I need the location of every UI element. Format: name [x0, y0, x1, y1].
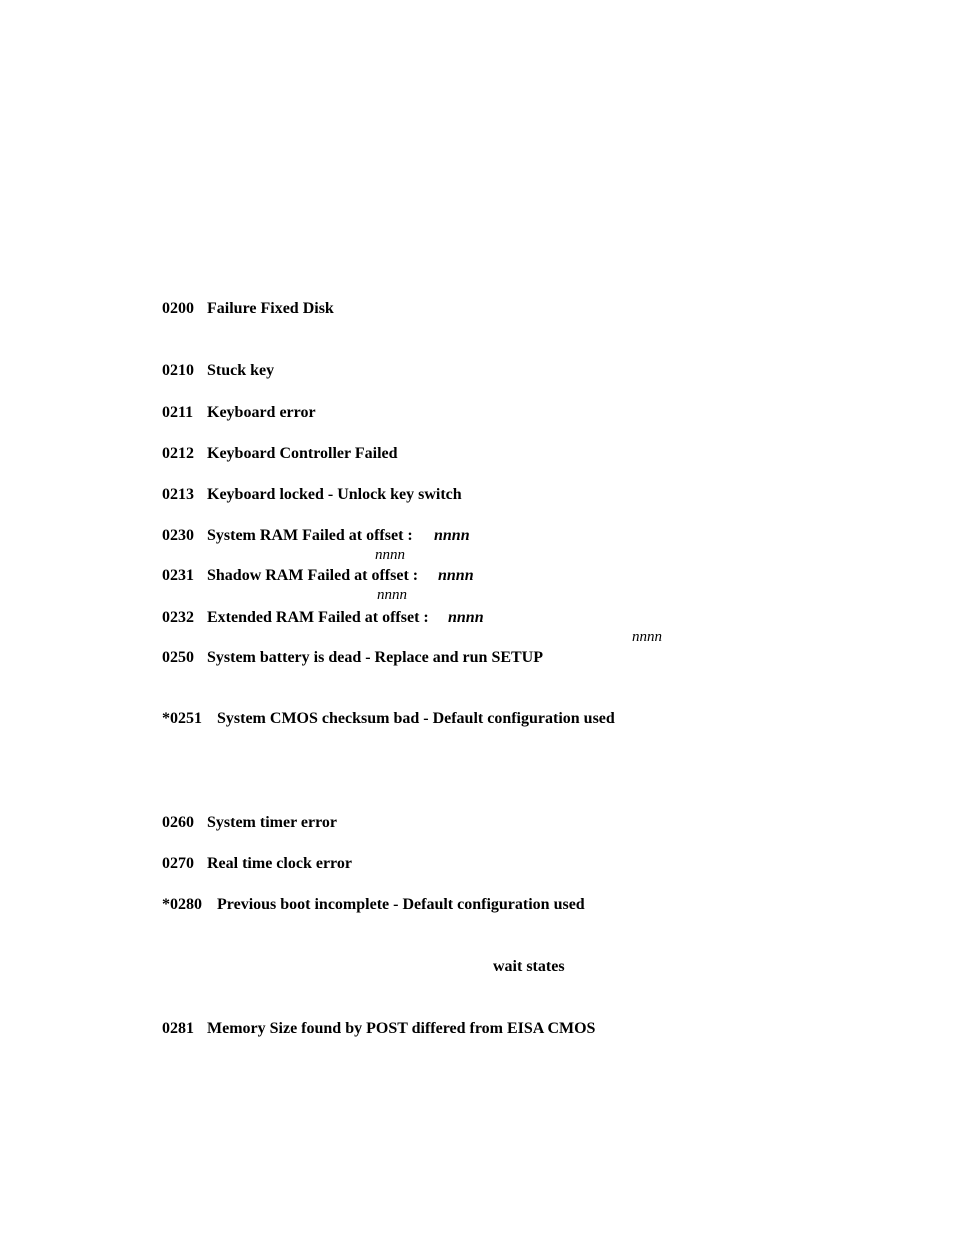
error-title: System timer error [207, 814, 337, 832]
error-code: 0200 [162, 300, 194, 318]
error-title: System battery is dead - Replace and run… [207, 649, 543, 667]
standalone-text: wait states [493, 958, 565, 976]
error-code: 0211 [162, 404, 193, 422]
error-code: 0260 [162, 814, 194, 832]
error-code: 0230 [162, 527, 194, 545]
error-code: 0231 [162, 567, 194, 585]
error-title: Failure Fixed Disk [207, 300, 334, 318]
error-code: 0232 [162, 609, 194, 627]
error-subtext: nnnn [375, 547, 405, 564]
error-suffix: nnnn [434, 527, 470, 545]
error-subtext: nnnn [632, 629, 662, 646]
error-suffix: nnnn [448, 609, 484, 627]
error-title: Stuck key [207, 362, 274, 380]
error-code: *0280 [162, 896, 202, 914]
error-title: Keyboard locked - Unlock key switch [207, 486, 462, 504]
error-title: Keyboard error [207, 404, 316, 422]
error-title: Real time clock error [207, 855, 352, 873]
error-code: 0210 [162, 362, 194, 380]
error-code: 0250 [162, 649, 194, 667]
error-title: Previous boot incomplete - Default confi… [217, 896, 585, 914]
error-suffix: nnnn [438, 567, 474, 585]
error-code: 0270 [162, 855, 194, 873]
error-title: System CMOS checksum bad - Default confi… [217, 710, 615, 728]
error-title: Memory Size found by POST differed from … [207, 1020, 595, 1038]
document-page: 0200 Failure Fixed Disk 0210 Stuck key 0211 K… [0, 0, 954, 1235]
error-code: 0212 [162, 445, 194, 463]
error-subtext: nnnn [377, 587, 407, 604]
error-title: Shadow RAM Failed at offset : [207, 567, 418, 585]
error-code: 0281 [162, 1020, 194, 1038]
error-code: *0251 [162, 710, 202, 728]
error-title: System RAM Failed at offset : [207, 527, 413, 545]
error-title: Extended RAM Failed at offset : [207, 609, 429, 627]
error-title: Keyboard Controller Failed [207, 445, 398, 463]
error-code: 0213 [162, 486, 194, 504]
